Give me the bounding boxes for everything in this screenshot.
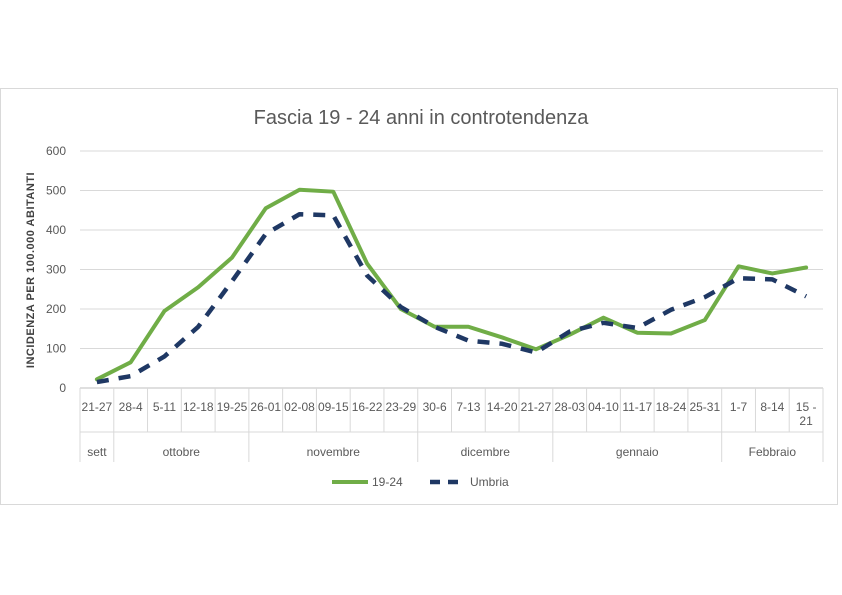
y-tick-label: 400 (46, 223, 66, 237)
x-axis: 21-27 28-4 5-11 12-18 19-25 26-01 02-08 09-15 16… (79, 387, 824, 462)
x-group-label: dicembre (461, 445, 511, 459)
x-tick-label: 21-27 (82, 400, 113, 414)
x-tick-label: 19-25 (217, 400, 248, 414)
x-tick-label: 04-10 (588, 400, 619, 414)
y-tick-label: 500 (46, 184, 66, 198)
y-tick-label: 200 (46, 302, 66, 316)
series-line-19-24 (94, 187, 809, 382)
x-tick-label: 12-18 (183, 400, 214, 414)
series-line-umbria (96, 211, 808, 385)
x-tick-label: 30-6 (423, 400, 447, 414)
x-tick-label: 15 - (796, 400, 817, 414)
y-axis-label: INCIDENZA PER 100.000 ABITANTI (25, 172, 37, 368)
x-tick-label: 7-13 (456, 400, 480, 414)
y-tick-label: 0 (59, 381, 66, 395)
x-tick-label: 1-7 (730, 400, 748, 414)
x-tick-label: 09-15 (318, 400, 349, 414)
chart-title: Fascia 19 - 24 anni in controtendenza (254, 107, 590, 129)
y-tick-label: 300 (46, 263, 66, 277)
x-group-label: ottobre (163, 445, 201, 459)
x-tick-label: 21 (799, 414, 813, 428)
x-tick-label: 28-4 (119, 400, 143, 414)
x-tick-label: 14-20 (487, 400, 518, 414)
x-tick-label: 8-14 (760, 400, 784, 414)
x-tick-label: 23-29 (385, 400, 416, 414)
x-group-label: sett (87, 445, 107, 459)
gridlines (80, 150, 823, 389)
x-tick-label: 16-22 (352, 400, 383, 414)
legend: 19-24 Umbria (332, 475, 509, 489)
x-tick-label: 18-24 (656, 400, 687, 414)
x-tick-label: 26-01 (250, 400, 281, 414)
legend-label: Umbria (470, 475, 509, 489)
x-group-label: Febbraio (749, 445, 797, 459)
x-tick-label: 21-27 (521, 400, 552, 414)
y-tick-label: 100 (46, 342, 66, 356)
x-tick-label: 02-08 (284, 400, 315, 414)
y-tick-label: 600 (46, 144, 66, 158)
x-group-label: novembre (307, 445, 361, 459)
legend-label: 19-24 (372, 475, 403, 489)
x-group-label: gennaio (616, 445, 659, 459)
x-tick-label: 5-11 (153, 400, 176, 414)
x-tick-label: 28-03 (554, 400, 585, 414)
chart-frame (0, 88, 838, 505)
x-tick-label: 25-31 (689, 400, 720, 414)
x-tick-label: 11-17 (622, 400, 652, 414)
y-axis-ticks: 0 100 200 300 400 500 600 (46, 144, 66, 395)
plot-area (94, 187, 809, 385)
